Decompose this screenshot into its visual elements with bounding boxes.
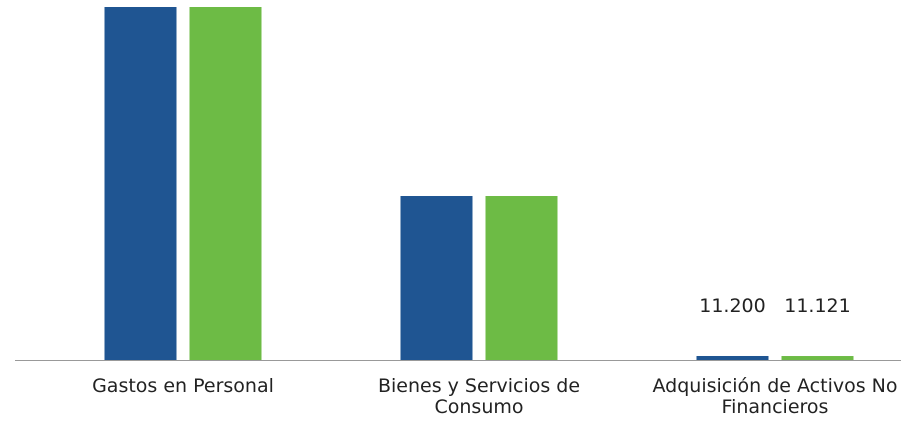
x-tick-label: Adquisición de Activos No Financieros	[652, 375, 898, 418]
bar	[400, 196, 473, 360]
x-tick-label: Bienes y Servicios de Consumo	[377, 375, 581, 418]
bar	[781, 356, 854, 360]
value-label: 11.121	[784, 295, 850, 317]
bar	[104, 7, 177, 360]
bar	[485, 196, 558, 360]
value-label: 11.200	[699, 295, 765, 317]
x-tick-label: Gastos en Personal	[92, 375, 274, 397]
bar	[696, 355, 769, 360]
bar	[189, 7, 262, 360]
